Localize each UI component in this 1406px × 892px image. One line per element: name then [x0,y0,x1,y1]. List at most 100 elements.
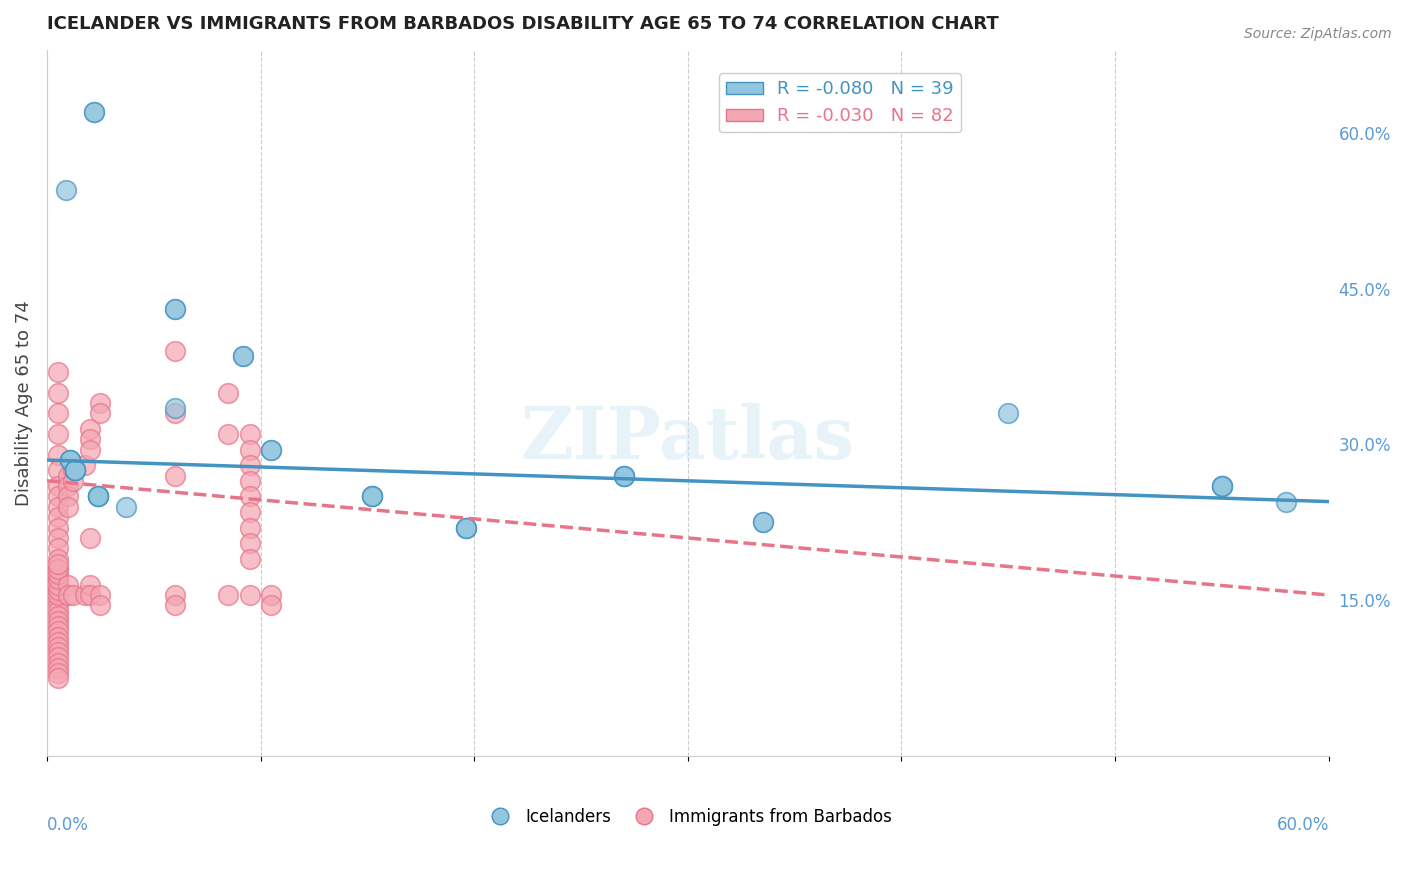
Immigrants from Barbados [58,588,80,602]
Immigrants from Barbados [46,510,69,524]
Immigrants from Barbados [46,573,69,587]
Immigrants from Barbados [46,665,69,680]
Text: ICELANDER VS IMMIGRANTS FROM BARBADOS DISABILITY AGE 65 TO 74 CORRELATION CHART: ICELANDER VS IMMIGRANTS FROM BARBADOS DI… [46,15,998,33]
Immigrants from Barbados [46,593,69,607]
Immigrants from Barbados [218,588,240,602]
Immigrants from Barbados [46,500,69,514]
Text: 0.0%: 0.0% [46,816,89,834]
Text: 60.0%: 60.0% [1277,816,1329,834]
Icelanders [165,302,187,317]
Immigrants from Barbados [239,505,262,519]
Immigrants from Barbados [46,365,69,379]
Immigrants from Barbados [46,645,69,659]
Icelanders [613,468,636,483]
Icelanders [360,489,382,503]
Immigrants from Barbados [46,634,69,648]
Immigrants from Barbados [46,661,69,675]
Immigrants from Barbados [46,406,69,420]
Immigrants from Barbados [165,468,187,483]
Text: Source: ZipAtlas.com: Source: ZipAtlas.com [1244,27,1392,41]
Immigrants from Barbados [46,385,69,400]
Immigrants from Barbados [165,343,187,358]
Immigrants from Barbados [239,536,262,550]
Icelanders [454,520,477,534]
Immigrants from Barbados [46,489,69,503]
Immigrants from Barbados [58,500,80,514]
Text: ZIPatlas: ZIPatlas [520,402,855,474]
Icelanders [115,500,138,514]
Icelanders [454,520,477,534]
Immigrants from Barbados [239,474,262,488]
Immigrants from Barbados [239,458,262,473]
Icelanders [87,489,110,503]
Immigrants from Barbados [239,588,262,602]
Immigrants from Barbados [89,599,111,613]
Immigrants from Barbados [62,474,84,488]
Immigrants from Barbados [58,479,80,493]
Immigrants from Barbados [62,588,84,602]
Icelanders [1211,479,1233,493]
Icelanders [59,453,82,467]
Immigrants from Barbados [46,619,69,633]
Icelanders [751,516,773,530]
Immigrants from Barbados [46,608,69,623]
Immigrants from Barbados [62,463,84,477]
Immigrants from Barbados [46,479,69,493]
Immigrants from Barbados [165,599,187,613]
Immigrants from Barbados [218,427,240,442]
Immigrants from Barbados [260,599,283,613]
Icelanders [63,463,86,477]
Icelanders [260,442,283,457]
Immigrants from Barbados [46,557,69,571]
Icelanders [751,516,773,530]
Icelanders [454,520,477,534]
Icelanders [55,183,77,197]
Immigrants from Barbados [46,567,69,582]
Icelanders [83,105,105,120]
Immigrants from Barbados [239,520,262,534]
Icelanders [63,463,86,477]
Immigrants from Barbados [75,588,97,602]
Immigrants from Barbados [46,582,69,597]
Immigrants from Barbados [165,406,187,420]
Immigrants from Barbados [46,582,69,597]
Immigrants from Barbados [46,551,69,566]
Immigrants from Barbados [46,541,69,556]
Immigrants from Barbados [46,463,69,477]
Immigrants from Barbados [46,614,69,628]
Immigrants from Barbados [239,551,262,566]
Icelanders [360,489,382,503]
Immigrants from Barbados [46,599,69,613]
Immigrants from Barbados [46,650,69,665]
Icelanders [63,463,86,477]
Immigrants from Barbados [89,396,111,410]
Legend: Icelanders, Immigrants from Barbados: Icelanders, Immigrants from Barbados [477,801,898,832]
Immigrants from Barbados [239,427,262,442]
Icelanders [59,453,82,467]
Immigrants from Barbados [79,422,101,436]
Immigrants from Barbados [239,442,262,457]
Immigrants from Barbados [46,656,69,670]
Icelanders [87,489,110,503]
Icelanders [63,463,86,477]
Immigrants from Barbados [218,385,240,400]
Icelanders [1211,479,1233,493]
Immigrants from Barbados [46,671,69,685]
Immigrants from Barbados [46,531,69,545]
Immigrants from Barbados [89,588,111,602]
Immigrants from Barbados [260,588,283,602]
Icelanders [87,489,110,503]
Immigrants from Barbados [58,489,80,503]
Immigrants from Barbados [79,588,101,602]
Icelanders [83,105,105,120]
Immigrants from Barbados [46,562,69,576]
Immigrants from Barbados [46,448,69,462]
Immigrants from Barbados [46,520,69,534]
Immigrants from Barbados [46,562,69,576]
Immigrants from Barbados [46,604,69,618]
Immigrants from Barbados [79,432,101,446]
Immigrants from Barbados [79,442,101,457]
Icelanders [63,463,86,477]
Icelanders [613,468,636,483]
Icelanders [165,401,187,416]
